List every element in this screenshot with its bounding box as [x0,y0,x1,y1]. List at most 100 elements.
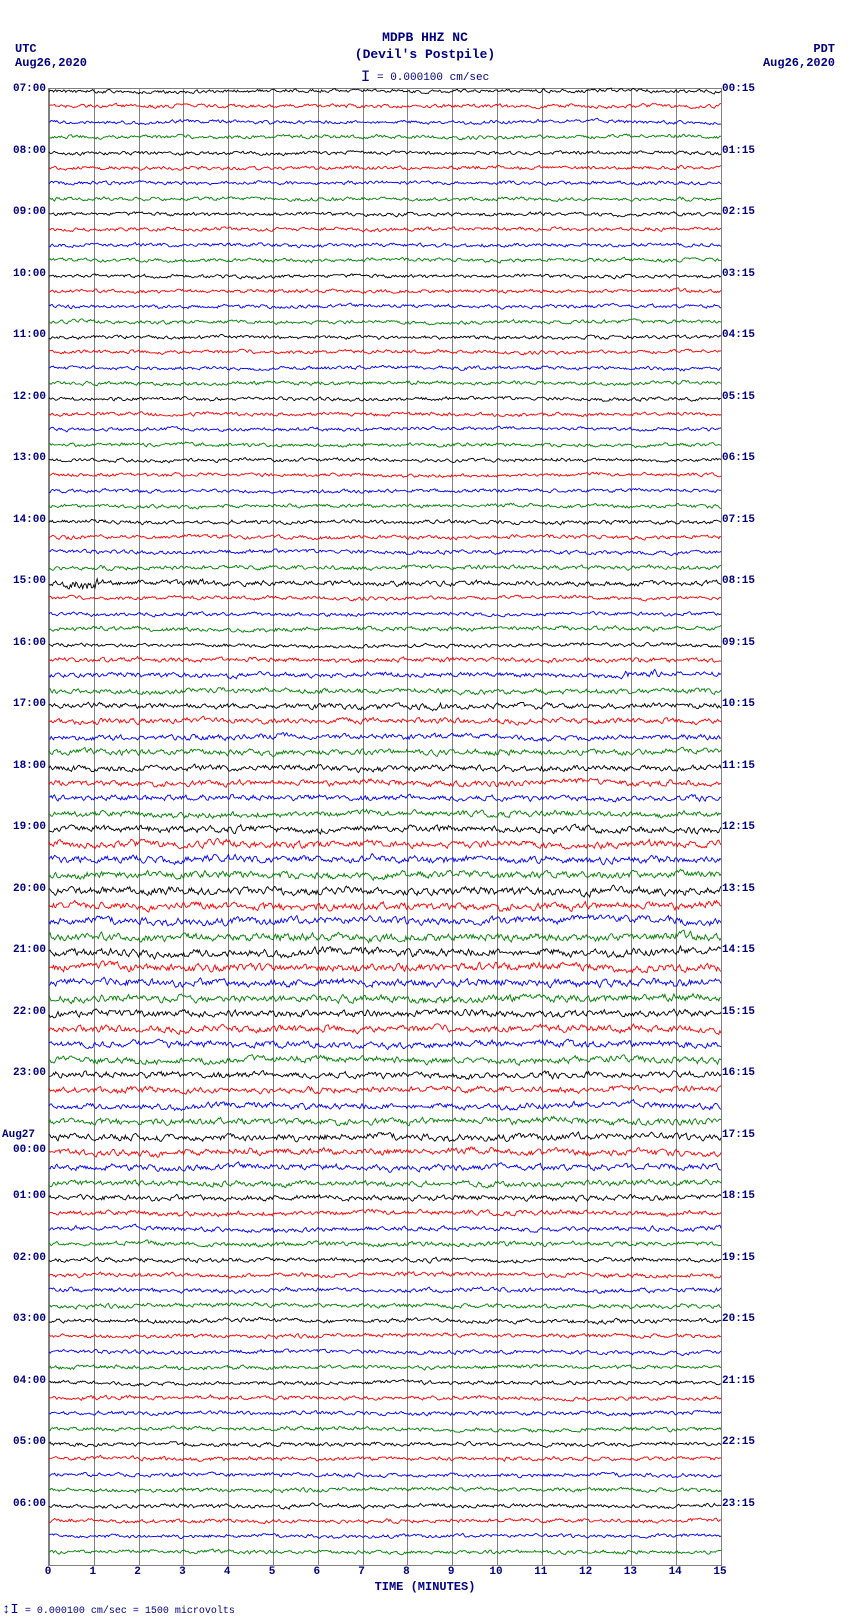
y-left-label: 06:00 [2,1498,46,1510]
seismic-trace [49,1188,721,1208]
y-right-label: 07:15 [722,514,792,526]
seismic-trace [49,1111,721,1131]
x-tick-label: 3 [172,1566,192,1578]
chart-header: MDPB HHZ NC (Devil's Postpile) [0,0,850,64]
y-left-label: 04:00 [2,1375,46,1387]
x-tick-label: 11 [531,1566,551,1578]
seismic-trace [49,542,721,562]
seismic-trace [49,342,721,362]
grid-line [273,89,274,1565]
seismic-trace [49,1142,721,1162]
grid-line [228,89,229,1565]
x-tick-label: 2 [128,1566,148,1578]
seismic-trace [49,742,721,762]
seismic-trace [49,1496,721,1516]
grid-line [363,89,364,1565]
x-tick-label: 4 [217,1566,237,1578]
seismic-trace [49,419,721,439]
seismic-trace [49,957,721,977]
seismic-trace [49,834,721,854]
grid-line [497,89,498,1565]
grid-line [587,89,588,1565]
seismic-trace [49,527,721,547]
seismic-trace [49,1465,721,1485]
grid-line [631,89,632,1565]
timezone-right: PDT Aug26,2020 [763,42,835,70]
seismic-trace [49,465,721,485]
y-right-label: 05:15 [722,391,792,403]
x-tick-label: 14 [665,1566,685,1578]
seismic-trace [49,896,721,916]
seismic-trace [49,312,721,332]
grid-line [542,89,543,1565]
seismic-trace [49,235,721,255]
grid-line [49,89,50,1565]
seismic-trace [49,281,721,301]
grid-line [94,89,95,1565]
y-right-label: 10:15 [722,698,792,710]
y-left-label: 11:00 [2,329,46,341]
seismic-trace [49,1173,721,1193]
seismic-trace [49,1526,721,1546]
seismic-trace [49,1234,721,1254]
y-right-label: 11:15 [722,760,792,772]
y-left-label: 02:00 [2,1252,46,1264]
seismic-trace [49,558,721,578]
y-right-label: 15:15 [722,1006,792,1018]
x-tick-label: 12 [576,1566,596,1578]
seismic-trace [49,496,721,516]
helicorder-plot [48,88,722,1566]
seismic-trace [49,604,721,624]
tz-left-date: Aug26,2020 [15,56,87,70]
x-tick-label: 15 [710,1566,730,1578]
seismic-trace [49,1403,721,1423]
seismic-trace [49,127,721,147]
seismic-trace [49,1434,721,1454]
y-left-label: 20:00 [2,883,46,895]
grid-line [139,89,140,1565]
seismic-trace [49,1326,721,1346]
seismic-trace [49,173,721,193]
x-tick-label: 8 [396,1566,416,1578]
seismic-trace [49,143,721,163]
y-left-label: 14:00 [2,514,46,526]
timezone-left: UTC Aug26,2020 [15,42,87,70]
y-right-label: 20:15 [722,1313,792,1325]
y-left-label: 22:00 [2,1006,46,1018]
seismic-trace [49,881,721,901]
seismic-trace [49,1065,721,1085]
tz-right-label: PDT [763,42,835,56]
y-left-label: 08:00 [2,145,46,157]
seismic-trace [49,435,721,455]
seismic-trace [49,219,721,239]
seismic-trace [49,1080,721,1100]
y-left-label: 03:00 [2,1313,46,1325]
y-right-label: 03:15 [722,268,792,280]
x-tick-label: 10 [486,1566,506,1578]
y-left-label: 07:00 [2,83,46,95]
x-tick-label: 6 [307,1566,327,1578]
seismic-trace [49,588,721,608]
seismic-trace [49,911,721,931]
seismic-trace [49,512,721,532]
x-tick-label: 5 [262,1566,282,1578]
y-left-label: 15:00 [2,575,46,587]
seismic-trace [49,204,721,224]
y-right-label: 21:15 [722,1375,792,1387]
seismic-trace [49,1034,721,1054]
seismic-trace [49,1296,721,1316]
grid-line [318,89,319,1565]
seismic-trace [49,819,721,839]
seismic-trace [49,1511,721,1531]
seismic-trace [49,1449,721,1469]
seismic-trace [49,1250,721,1270]
seismic-trace [49,850,721,870]
seismic-trace [49,250,721,270]
grid-line [452,89,453,1565]
seismic-trace [49,266,721,286]
seismic-trace [49,988,721,1008]
seismic-trace [49,373,721,393]
x-tick-label: 9 [441,1566,461,1578]
y-left-label: 13:00 [2,452,46,464]
seismic-trace [49,804,721,824]
